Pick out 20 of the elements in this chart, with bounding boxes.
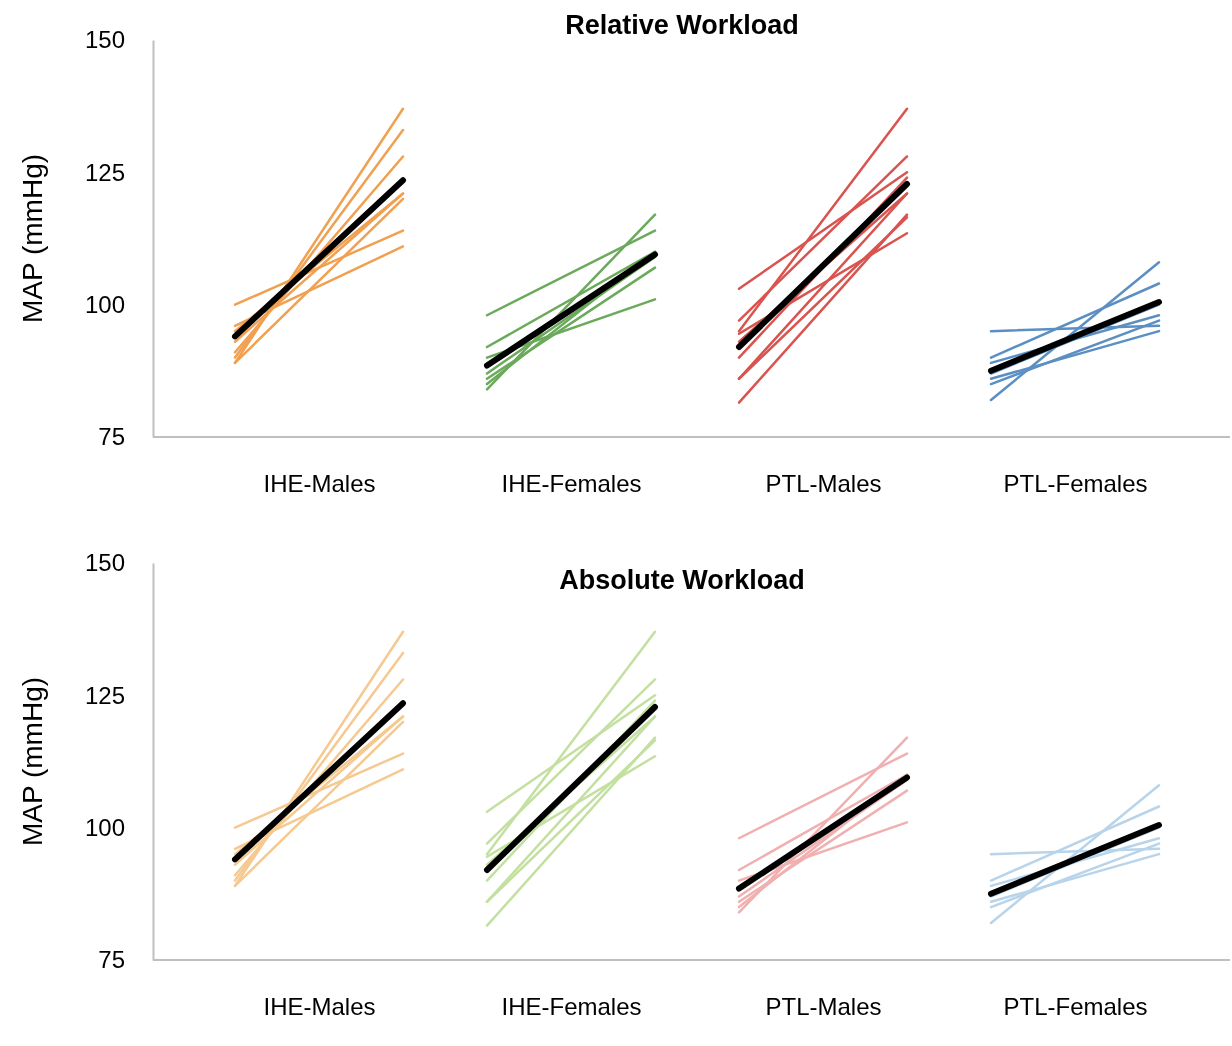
x-tick-label: PTL-Females — [1003, 470, 1148, 498]
y-tick-label: 75 — [98, 423, 125, 451]
x-tick-label: IHE-Females — [501, 993, 642, 1021]
y-axis-title: MAP (mmHg) — [17, 153, 48, 324]
x-tick-label: IHE-Males — [263, 993, 376, 1021]
y-tick-label: 150 — [84, 26, 125, 54]
y-tick-label: 75 — [98, 946, 125, 974]
x-tick-label: IHE-Males — [263, 470, 376, 498]
chart-title: Relative Workload — [565, 10, 799, 40]
x-tick-label: PTL-Females — [1003, 993, 1148, 1021]
y-axis-title: MAP (mmHg) — [17, 676, 48, 847]
x-tick-label: IHE-Females — [501, 470, 642, 498]
y-tick-label: 125 — [84, 681, 125, 709]
y-tick-label: 100 — [84, 290, 125, 318]
x-tick-label: PTL-Males — [765, 993, 882, 1021]
y-tick-label: 100 — [84, 813, 125, 841]
y-tick-label: 150 — [84, 549, 125, 577]
chart-title: Absolute Workload — [559, 565, 805, 595]
y-tick-label: 125 — [84, 158, 125, 186]
x-tick-label: PTL-Males — [765, 470, 882, 498]
